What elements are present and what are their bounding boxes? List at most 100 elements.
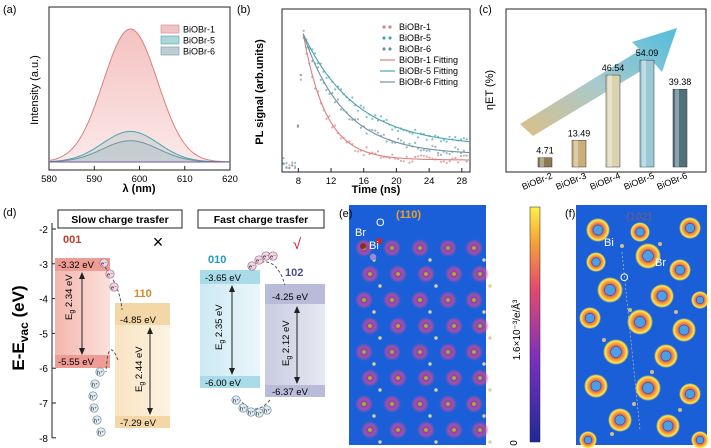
atom <box>451 323 457 329</box>
electron-label: e⁻ <box>256 259 262 265</box>
atom-small <box>488 284 492 288</box>
decay-point-biobr-1 <box>362 154 365 157</box>
facet-010-label: 010 <box>208 254 226 266</box>
legend-marker-b <box>382 36 386 40</box>
decay-point-biobr-6 <box>302 29 305 32</box>
energy-tick-label: -5 <box>39 329 48 340</box>
decay-point-biobr-6 <box>285 162 288 165</box>
decay-point-biobr-1 <box>439 160 443 163</box>
atom-small <box>488 336 492 340</box>
panel-label-a: (a) <box>3 4 16 16</box>
decay-point-biobr-1 <box>437 154 440 157</box>
bar-biobr-3 <box>571 140 587 168</box>
x-axis-label-b: Time (ns) <box>352 184 401 196</box>
decay-point-biobr-1 <box>331 126 334 129</box>
decay-point-biobr-1 <box>354 149 357 152</box>
bar-biobr-6 <box>672 88 688 168</box>
vb-102 <box>265 385 325 397</box>
legend-text-a: BiOBr-6 <box>183 47 215 57</box>
x-tick-label-b: 12 <box>326 176 337 187</box>
atom <box>423 427 429 433</box>
hole-path-slow <box>105 349 119 373</box>
x-tick-label-b: 28 <box>457 176 468 187</box>
gap-arrow-010-head-down <box>229 368 235 375</box>
fit-line-biobr-6 <box>302 33 471 154</box>
cb-102 <box>265 284 325 304</box>
hole-label: h⁺ <box>94 418 100 425</box>
bismuth-atom <box>369 253 377 261</box>
atom-label-o-f: O <box>620 272 629 284</box>
legend-marker-b <box>382 47 386 51</box>
atoms-102 <box>579 217 709 448</box>
holes-fast: h⁺h⁺h⁺ h⁺ h⁺ <box>231 395 272 418</box>
atom-core <box>590 380 602 392</box>
atom <box>477 323 483 329</box>
bar-value-label: 13.49 <box>568 128 591 138</box>
atom-core <box>642 250 654 262</box>
facet-001-label: 001 <box>63 234 81 246</box>
facet-label-110: (110) <box>396 209 421 221</box>
hole <box>88 391 98 401</box>
decay-point-biobr-6 <box>405 146 408 149</box>
panel-label-e: (e) <box>339 208 352 220</box>
gap-arrow-001-head-down <box>79 348 85 355</box>
atom <box>417 401 423 407</box>
atom-core <box>685 223 695 233</box>
bar-value-label: 39.38 <box>669 77 692 87</box>
decay-point-biobr-5 <box>459 138 463 141</box>
atom-core <box>635 227 645 237</box>
electron-label: e⁻ <box>111 286 117 292</box>
decay-point-biobr-1 <box>445 161 448 164</box>
colorbar-zero: 0 <box>509 440 520 446</box>
atom-small <box>628 308 632 312</box>
decay-point-biobr-6 <box>334 101 337 104</box>
decay-point-biobr-6 <box>299 74 302 77</box>
decay-point-biobr-6 <box>434 145 437 148</box>
energy-tick-label: -2 <box>39 225 48 236</box>
x-tick-label-b: 24 <box>424 176 435 187</box>
atom <box>367 323 373 329</box>
cb-102-energy: -4.25 eV <box>272 292 309 303</box>
atom-small <box>610 432 614 436</box>
atom <box>367 375 373 381</box>
decay-point-biobr-5 <box>291 164 294 167</box>
atom-small <box>620 244 624 248</box>
decay-point-biobr-1 <box>462 154 465 157</box>
energy-tick-label: -4 <box>39 295 48 306</box>
decay-point-biobr-5 <box>379 115 382 118</box>
electron-label: e⁻ <box>107 273 113 279</box>
decay-point-biobr-6 <box>291 161 294 164</box>
electron <box>99 258 109 268</box>
hole-path-fast <box>239 399 271 410</box>
decay-point-biobr-6 <box>408 142 411 145</box>
decay-point-biobr-5 <box>454 136 457 139</box>
electron-label: e⁻ <box>270 255 276 261</box>
decay-point-biobr-1 <box>408 161 411 164</box>
decay-point-biobr-5 <box>414 128 417 131</box>
fast-transfer-title: Fast charge trasfer <box>214 214 309 226</box>
category-label: BiOBr-4 <box>588 171 621 192</box>
spectrum-line-biobr-6 <box>48 140 230 163</box>
decay-point-biobr-1 <box>405 155 408 158</box>
atom-small <box>372 310 376 314</box>
decay-point-biobr-6 <box>462 149 465 152</box>
atom <box>423 271 429 277</box>
gap-001: Eg 2.34 eV <box>64 274 76 320</box>
decay-point-biobr-5 <box>417 136 420 139</box>
bar-biobr-4 <box>605 74 621 168</box>
atom-core <box>678 324 690 336</box>
decay-point-biobr-5 <box>285 166 288 169</box>
atom-label-bi-f: Bi <box>604 237 614 249</box>
pl-spectra <box>48 28 230 163</box>
atom <box>389 245 395 251</box>
decay-point-biobr-5 <box>362 106 365 109</box>
atom-core <box>675 265 685 275</box>
slow-cross-mark: × <box>153 232 164 252</box>
hole <box>95 367 105 377</box>
atom-small <box>488 388 492 392</box>
atom-small <box>372 362 376 366</box>
atom <box>445 349 451 355</box>
atom-small <box>434 440 438 444</box>
gap-102: Eg 2.12 eV <box>281 320 293 366</box>
